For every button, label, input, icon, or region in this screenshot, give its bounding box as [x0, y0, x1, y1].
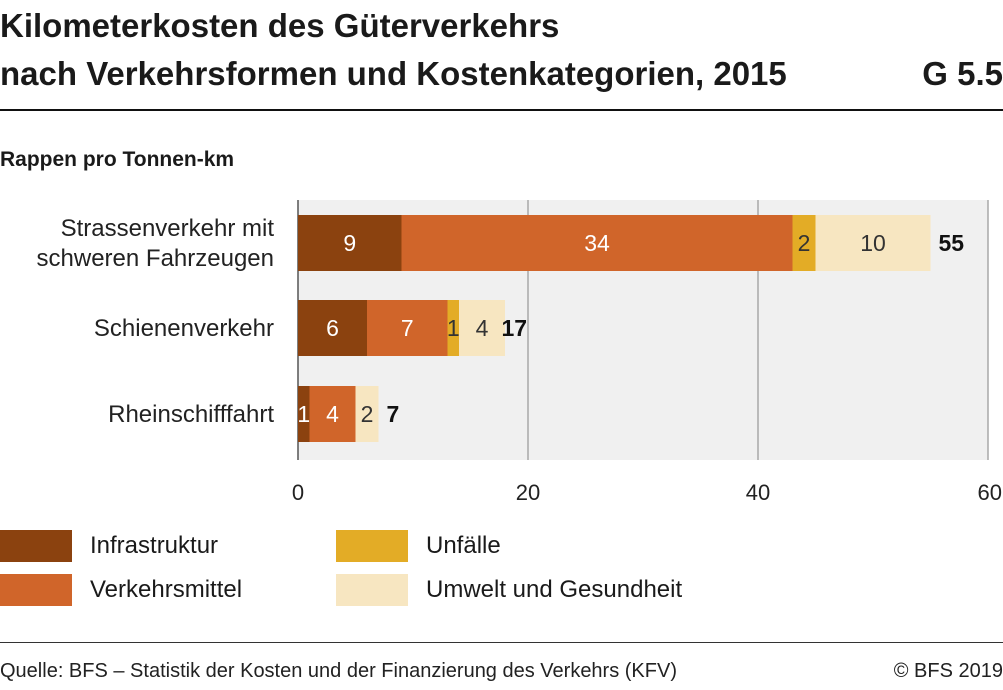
legend-label-umwelt: Umwelt und Gesundheit — [426, 576, 683, 603]
chart-title: Kilometerkosten des Güterverkehrs nach V… — [0, 2, 1003, 98]
legend-swatch-verkehrsmittel — [0, 574, 72, 606]
title-line-1: Kilometerkosten des Güterverkehrs — [0, 7, 560, 44]
bar-schienenverkehr-unfaelle — [447, 300, 459, 356]
x-tick-label-60: 60 — [978, 480, 1002, 505]
legend-swatch-infrastruktur — [0, 530, 72, 562]
legend-label-unfaelle: Unfälle — [426, 532, 501, 559]
x-tick-label-20: 20 — [516, 480, 540, 505]
category-label-strassenverkehr-mit-schweren-fahrzeugen-line-1: Strassenverkehr mit — [61, 215, 275, 242]
bar-rheinschifffahrt-verkehrsmittel — [309, 386, 356, 442]
data-label-rheinschifffahrt-verkehrsmittel: 4 — [326, 401, 339, 427]
bar-schienenverkehr-infrastruktur — [298, 300, 367, 356]
title-line-2: nach Verkehrsformen und Kostenkategorien… — [0, 55, 787, 92]
legend-label-verkehrsmittel: Verkehrsmittel — [90, 576, 243, 603]
footer: Quelle: BFS – Statistik der Kosten und d… — [0, 660, 1003, 683]
total-label-strassenverkehr-mit-schweren-fahrzeugen: 55 — [939, 230, 965, 256]
data-label-strassenverkehr-mit-schweren-fahrzeugen-verkehrsmittel: 34 — [584, 230, 610, 256]
legend-label-infrastruktur: Infrastruktur — [90, 532, 219, 559]
bar-strassenverkehr-mit-schweren-fahrzeugen-verkehrsmittel — [401, 215, 793, 271]
legend-item-verkehrsmittel: Verkehrsmittel — [0, 573, 242, 607]
category-label-rheinschifffahrt: Rheinschifffahrt — [108, 401, 274, 428]
chart-code: G 5.5 — [922, 55, 1003, 92]
data-label-schienenverkehr-unfaelle: 1 — [447, 315, 460, 341]
bar-strassenverkehr-mit-schweren-fahrzeugen-unfaelle — [792, 215, 816, 271]
legend: Infrastruktur Unfälle Verkehrsmittel Umw… — [0, 529, 1003, 611]
data-label-schienenverkehr-verkehrsmittel: 7 — [401, 315, 414, 341]
bar-chart: 0 20 40 60 Strassenverkehr mit schweren Fahrz… — [37, 200, 1002, 505]
total-label-rheinschifffahrt: 7 — [387, 401, 400, 427]
legend-item-infrastruktur: Infrastruktur — [0, 529, 218, 563]
source-note: Quelle: BFS – Statistik der Kosten und d… — [0, 660, 677, 682]
category-label-schienenverkehr: Schienenverkehr — [94, 315, 274, 342]
bar-schienenverkehr-verkehrsmittel — [367, 300, 448, 356]
bar-schienenverkehr-umwelt-und-gesundheit — [459, 300, 505, 356]
bar-strassenverkehr-mit-schweren-fahrzeugen-infrastruktur — [298, 215, 402, 271]
legend-item-unfaelle: Unfälle — [336, 529, 501, 563]
copyright-note: © BFS 2019 — [893, 660, 1003, 682]
data-label-rheinschifffahrt-infrastruktur: 1 — [297, 401, 310, 427]
x-tick-label-40: 40 — [746, 480, 770, 505]
legend-swatch-unfaelle — [336, 530, 408, 562]
data-label-schienenverkehr-infrastruktur: 6 — [326, 315, 339, 341]
legend-swatch-umwelt — [336, 574, 408, 606]
legend-item-umwelt: Umwelt und Gesundheit — [336, 573, 682, 607]
category-label-strassenverkehr-mit-schweren-fahrzeugen-line-2: schweren Fahrzeugen — [37, 245, 274, 272]
bar-rheinschifffahrt-umwelt-und-gesundheit — [355, 386, 379, 442]
data-label-schienenverkehr-umwelt-und-gesundheit: 4 — [476, 315, 489, 341]
footer-divider — [0, 642, 1003, 643]
total-label-schienenverkehr: 17 — [502, 315, 528, 341]
data-label-strassenverkehr-mit-schweren-fahrzeugen-infrastruktur: 9 — [343, 230, 356, 256]
x-tick-label-0: 0 — [292, 480, 304, 505]
title-divider — [0, 109, 1003, 111]
bar-rheinschifffahrt-infrastruktur — [298, 386, 310, 442]
unit-label: Rappen pro Tonnen-km — [0, 148, 235, 171]
data-label-rheinschifffahrt-umwelt-und-gesundheit: 2 — [361, 401, 374, 427]
data-label-strassenverkehr-mit-schweren-fahrzeugen-unfaelle: 2 — [798, 230, 811, 256]
data-label-strassenverkehr-mit-schweren-fahrzeugen-umwelt-und-gesundheit: 10 — [860, 230, 886, 256]
bar-strassenverkehr-mit-schweren-fahrzeugen-umwelt-und-gesundheit — [815, 215, 931, 271]
